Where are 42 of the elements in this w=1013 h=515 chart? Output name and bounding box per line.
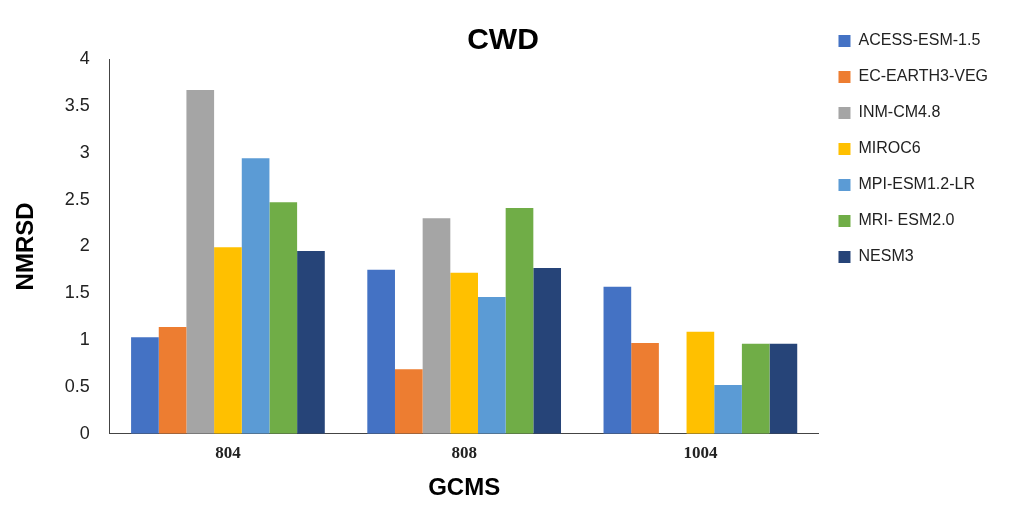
bar [769, 343, 798, 434]
y-tick-label: 2 [79, 235, 90, 256]
legend-label: EC-EARTH3-VEG [858, 67, 989, 85]
legend-label: MPI-ESM1.2-LR [858, 175, 975, 193]
bar [241, 158, 270, 434]
y-tick-label: 0.5 [64, 375, 90, 396]
x-tick-label: 1004 [683, 443, 718, 463]
bar [394, 369, 423, 434]
legend-label: ACESS-ESM-1.5 [858, 31, 981, 49]
x-tick-label: 804 [215, 443, 242, 463]
bar [214, 247, 242, 434]
bar [269, 202, 298, 434]
bar [714, 385, 742, 434]
y-tick-label: 0 [79, 422, 90, 443]
bar [533, 267, 562, 434]
y-tick-label: 1 [79, 329, 90, 350]
x-axis-title: GCMS [428, 473, 501, 501]
y-tick-label: 3 [79, 141, 90, 162]
bar [422, 218, 451, 434]
bar [186, 89, 215, 434]
legend-label: NESM3 [858, 247, 914, 265]
y-tick-label: 4 [79, 47, 90, 68]
legend-label: MIROC6 [858, 139, 921, 157]
bar [741, 343, 770, 434]
y-tick-label: 2.5 [64, 188, 90, 209]
bar [505, 207, 534, 434]
y-axis-title: NMRSD [11, 202, 39, 291]
chart-title: CWD [467, 22, 539, 56]
bar [477, 297, 506, 434]
bar [450, 272, 478, 434]
y-tick-label: 3.5 [64, 94, 90, 115]
legend-label: MRI- ESM2.0 [858, 211, 955, 229]
bar [131, 337, 159, 434]
bar [158, 326, 187, 434]
bar [367, 269, 395, 434]
y-tick-label: 1.5 [64, 282, 90, 303]
legend-label: INM-CM4.8 [858, 103, 941, 121]
bar [631, 342, 659, 434]
bar [603, 286, 632, 434]
bar [297, 251, 325, 434]
bar [686, 331, 715, 434]
x-tick-label: 808 [451, 443, 477, 463]
